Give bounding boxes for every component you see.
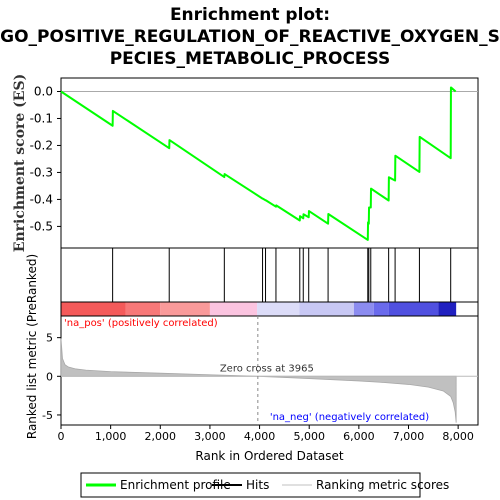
color-bar-segment (125, 302, 161, 316)
color-bar-segment (299, 302, 354, 316)
es-y-tick-label: -0.5 (30, 219, 53, 233)
es-panel-frame (60, 77, 479, 249)
legend-label: Hits (246, 478, 269, 492)
metric-panel: Zero cross at 3965 'na_pos' (positively c… (25, 254, 479, 439)
x-tick-label: 6,000 (343, 430, 375, 443)
x-tick-label: 3,000 (194, 430, 226, 443)
x-tick-label: 5,000 (293, 430, 325, 443)
x-tick-label: 4,000 (244, 430, 276, 443)
chart-title: Enrichment plot: GO_POSITIVE_REGULATION_… (0, 4, 500, 70)
color-bar-segment (160, 302, 210, 316)
color-bar-segment (388, 302, 439, 316)
ranking-metric-area (60, 338, 457, 423)
x-tick-label: 8,000 (442, 430, 474, 443)
es-y-tick-label: -0.4 (30, 192, 53, 206)
es-y-tick-label: -0.2 (30, 138, 53, 152)
pos-correlated-label: 'na_pos' (positively correlated) (64, 318, 218, 329)
x-axis-label: Rank in Ordered Dataset (195, 449, 343, 463)
ranking-color-bar (60, 301, 479, 317)
title-line-3: PECIES_METABOLIC_PROCESS (109, 49, 391, 69)
neg-correlated-label: 'na_neg' (negatively correlated) (270, 412, 429, 423)
title-line-2: GO_POSITIVE_REGULATION_OF_REACTIVE_OXYGE… (0, 27, 500, 47)
color-bar-segment (209, 302, 258, 316)
legend-label: Ranking metric scores (316, 478, 449, 492)
color-bar-segment (257, 302, 300, 316)
x-tick-label: 1,000 (95, 430, 127, 443)
enrichment-profile-line (60, 86, 457, 241)
es-y-tick-label: -0.1 (30, 111, 53, 125)
legend: Enrichment profile Hits Ranking metric sco… (80, 472, 449, 498)
es-y-tick-label: 0.0 (34, 84, 53, 98)
hits-panel-frame (60, 247, 479, 303)
x-axis: 0 1,000 2,000 3,000 4,000 5,000 6,000 7,000 8,00… (58, 425, 474, 463)
color-bar-segment (438, 302, 457, 316)
metric-y-tick-label: 0 (46, 370, 53, 383)
x-tick-label: 0 (58, 430, 65, 443)
color-bar-segment (61, 302, 126, 316)
zero-cross-label: Zero cross at 3965 (220, 363, 314, 374)
hits-panel (60, 247, 479, 303)
metric-panel-frame (60, 315, 479, 426)
metric-y-axis-label: Ranked list metric (PreRanked) (25, 254, 39, 439)
x-tick-label: 2,000 (145, 430, 177, 443)
metric-y-tick-label: -5 (42, 409, 53, 422)
color-bar-segment (353, 302, 374, 316)
color-bar-segment (373, 302, 389, 316)
x-tick-label: 7,000 (393, 430, 425, 443)
es-y-axis-label: Enrichment score (ES) (12, 74, 28, 252)
legend-box (80, 472, 421, 498)
title-line-1: Enrichment plot: (169, 5, 331, 25)
metric-y-tick-label: 5 (46, 332, 53, 345)
legend-label: Enrichment profile (120, 478, 231, 492)
es-y-tick-label: -0.3 (30, 165, 53, 179)
